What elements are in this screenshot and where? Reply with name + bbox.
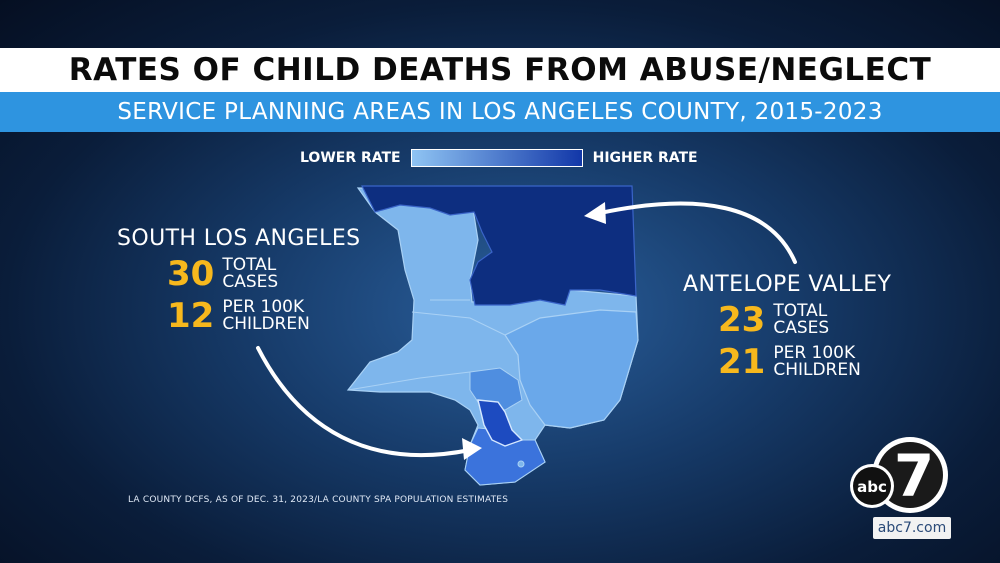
antelope-valley-rate-stat: 21 PER 100K CHILDREN xyxy=(718,342,891,382)
subtitle-bar: SERVICE PLANNING AREAS IN LOS ANGELES CO… xyxy=(0,92,1000,132)
legend-high-label: HIGHER RATE xyxy=(592,150,698,166)
abc7-logo-seven: 7 xyxy=(894,442,934,510)
abc-logo-disc-inner xyxy=(853,467,891,505)
page-title: RATES OF CHILD DEATHS FROM ABUSE/NEGLECT xyxy=(68,52,932,88)
callout-south-la: SOUTH LOS ANGELES 30 TOTAL CASES 12 PER … xyxy=(117,226,360,333)
map-region-south-la xyxy=(477,399,524,447)
antelope-valley-rate-label-line1: PER 100K xyxy=(773,343,856,363)
antelope-valley-total-stat: 23 TOTAL CASES xyxy=(718,300,891,340)
south-la-total-cases: 30 xyxy=(167,254,215,294)
antelope-valley-total-label: TOTAL CASES xyxy=(773,303,829,337)
south-la-rate-label-line2: CHILDREN xyxy=(222,314,310,334)
south-la-total-stat: 30 TOTAL CASES xyxy=(167,254,360,294)
callout-antelope-valley: ANTELOPE VALLEY 23 TOTAL CASES 21 PER 10… xyxy=(683,272,891,379)
south-la-name: SOUTH LOS ANGELES xyxy=(117,226,361,251)
map-region-antelope-valley xyxy=(361,185,637,306)
arrow-to-south-la xyxy=(256,346,472,458)
source-note: LA COUNTY DCFS, AS OF DEC. 31, 2023/LA C… xyxy=(128,495,509,505)
map-island xyxy=(517,460,525,468)
page-subtitle: SERVICE PLANNING AREAS IN LOS ANGELES CO… xyxy=(117,99,883,125)
south-la-rate: 12 xyxy=(167,296,215,336)
south-la-total-label-line1: TOTAL xyxy=(222,255,277,275)
antelope-valley-total-label-line2: CASES xyxy=(773,318,830,338)
map-region-metro xyxy=(469,367,523,411)
abc7-logo-inner xyxy=(877,442,943,508)
south-la-rate-label-line1: PER 100K xyxy=(222,297,305,317)
antelope-valley-rate-label: PER 100K CHILDREN xyxy=(773,345,861,379)
map-internal-borders xyxy=(347,299,506,391)
arrow-head-antelope-valley xyxy=(584,202,606,224)
antelope-valley-total-cases: 23 xyxy=(718,300,766,340)
arrow-to-antelope-valley xyxy=(598,201,797,264)
color-legend: LOWER RATE HIGHER RATE xyxy=(300,149,698,167)
antelope-valley-rate: 21 xyxy=(718,342,766,382)
legend-gradient-bar xyxy=(410,149,583,167)
abc7-logo: 7 abc xyxy=(850,437,948,513)
abc-logo-text: abc xyxy=(857,478,887,496)
abc7-url: abc7.com xyxy=(873,517,951,539)
south-la-total-label-line2: CASES xyxy=(222,272,279,292)
map-region-san-gabriel xyxy=(504,309,639,429)
title-bar: RATES OF CHILD DEATHS FROM ABUSE/NEGLECT xyxy=(0,48,1000,92)
antelope-valley-rate-label-line2: CHILDREN xyxy=(773,360,861,380)
legend-low-label: LOWER RATE xyxy=(300,150,401,166)
antelope-valley-name: ANTELOPE VALLEY xyxy=(683,272,892,297)
south-la-rate-label: PER 100K CHILDREN xyxy=(222,299,310,333)
south-la-total-label: TOTAL CASES xyxy=(222,257,278,291)
arrow-head-south-la xyxy=(462,438,482,460)
south-la-rate-stat: 12 PER 100K CHILDREN xyxy=(167,296,360,336)
antelope-valley-total-label-line1: TOTAL xyxy=(773,301,828,321)
